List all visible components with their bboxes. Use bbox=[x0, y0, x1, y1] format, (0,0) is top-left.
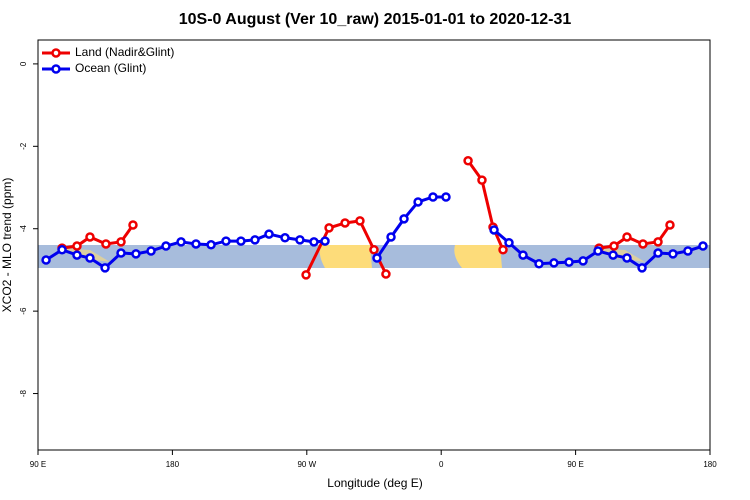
plot-frame bbox=[37, 39, 711, 451]
data-point bbox=[381, 269, 391, 279]
legend-label: Ocean (Glint) bbox=[75, 61, 146, 75]
y-tick-label: -4 bbox=[19, 225, 28, 233]
data-point bbox=[85, 232, 95, 242]
data-point bbox=[309, 237, 319, 247]
data-point bbox=[131, 249, 141, 259]
data-point bbox=[191, 239, 201, 249]
data-point bbox=[116, 248, 126, 258]
data-point bbox=[146, 246, 156, 256]
data-point bbox=[301, 270, 311, 280]
x-tick-label: 90 E bbox=[567, 460, 583, 469]
data-point bbox=[578, 256, 588, 266]
data-point bbox=[463, 155, 473, 166]
data-point bbox=[428, 192, 438, 202]
data-point bbox=[564, 257, 574, 267]
data-point bbox=[518, 250, 528, 260]
data-point bbox=[41, 255, 51, 265]
data-point bbox=[324, 223, 334, 233]
x-tick-label: 0 bbox=[439, 460, 444, 469]
data-point bbox=[236, 236, 246, 246]
data-point bbox=[593, 246, 603, 256]
data-point bbox=[609, 241, 619, 251]
data-point bbox=[250, 235, 260, 245]
data-point bbox=[72, 241, 82, 251]
data-point bbox=[295, 235, 305, 245]
data-point bbox=[116, 237, 126, 247]
data-point bbox=[498, 244, 508, 255]
data-point bbox=[683, 246, 693, 256]
data-point bbox=[128, 220, 138, 230]
data-point bbox=[622, 232, 632, 242]
legend-marker bbox=[51, 48, 61, 58]
data-point bbox=[638, 239, 648, 249]
y-tick-label: 0 bbox=[19, 61, 28, 66]
chart-title: 10S-0 August (Ver 10_raw) 2015-01-01 to … bbox=[179, 11, 572, 28]
data-point bbox=[637, 263, 647, 273]
x-tick-label: 180 bbox=[166, 460, 180, 469]
data-point bbox=[386, 232, 396, 242]
x-tick-label: 90 W bbox=[297, 460, 316, 469]
data-point bbox=[441, 192, 451, 202]
y-axis-label: XCO2 - MLO trend (ppm) bbox=[0, 178, 14, 313]
legend-marker bbox=[51, 64, 61, 74]
x-axis-label: Longitude (deg E) bbox=[327, 476, 422, 490]
data-point bbox=[320, 236, 330, 246]
data-point bbox=[622, 253, 632, 263]
legend-label: Land (Nadir&Glint) bbox=[75, 45, 174, 59]
data-point bbox=[280, 233, 290, 243]
x-tick-label: 90 E bbox=[30, 460, 46, 469]
y-tick-label: -2 bbox=[19, 142, 28, 150]
y-tick-label: -8 bbox=[19, 389, 28, 397]
data-point bbox=[206, 240, 216, 250]
data-point bbox=[413, 197, 423, 207]
data-point bbox=[477, 175, 487, 185]
data-point bbox=[504, 237, 514, 248]
data-point bbox=[698, 241, 708, 251]
y-tick-label: -6 bbox=[19, 307, 28, 315]
data-point bbox=[85, 253, 95, 263]
data-point bbox=[608, 250, 618, 260]
data-point bbox=[340, 218, 350, 228]
data-point bbox=[100, 263, 110, 273]
data-point bbox=[101, 239, 111, 249]
data-point bbox=[57, 244, 67, 255]
data-point bbox=[355, 216, 365, 226]
data-point bbox=[549, 258, 559, 268]
data-point bbox=[399, 214, 409, 224]
data-point bbox=[653, 248, 663, 258]
data-point bbox=[161, 241, 171, 251]
data-point bbox=[534, 258, 544, 269]
data-point bbox=[176, 237, 186, 247]
data-point bbox=[72, 250, 82, 260]
data-point bbox=[668, 249, 678, 259]
x-tick-label: 180 bbox=[703, 460, 717, 469]
data-point bbox=[369, 244, 379, 255]
data-point bbox=[653, 237, 663, 247]
data-point bbox=[221, 236, 231, 246]
data-point bbox=[489, 225, 499, 235]
data-point bbox=[665, 220, 675, 230]
data-point bbox=[264, 229, 274, 239]
series-line bbox=[466, 159, 505, 251]
data-point bbox=[372, 253, 382, 263]
